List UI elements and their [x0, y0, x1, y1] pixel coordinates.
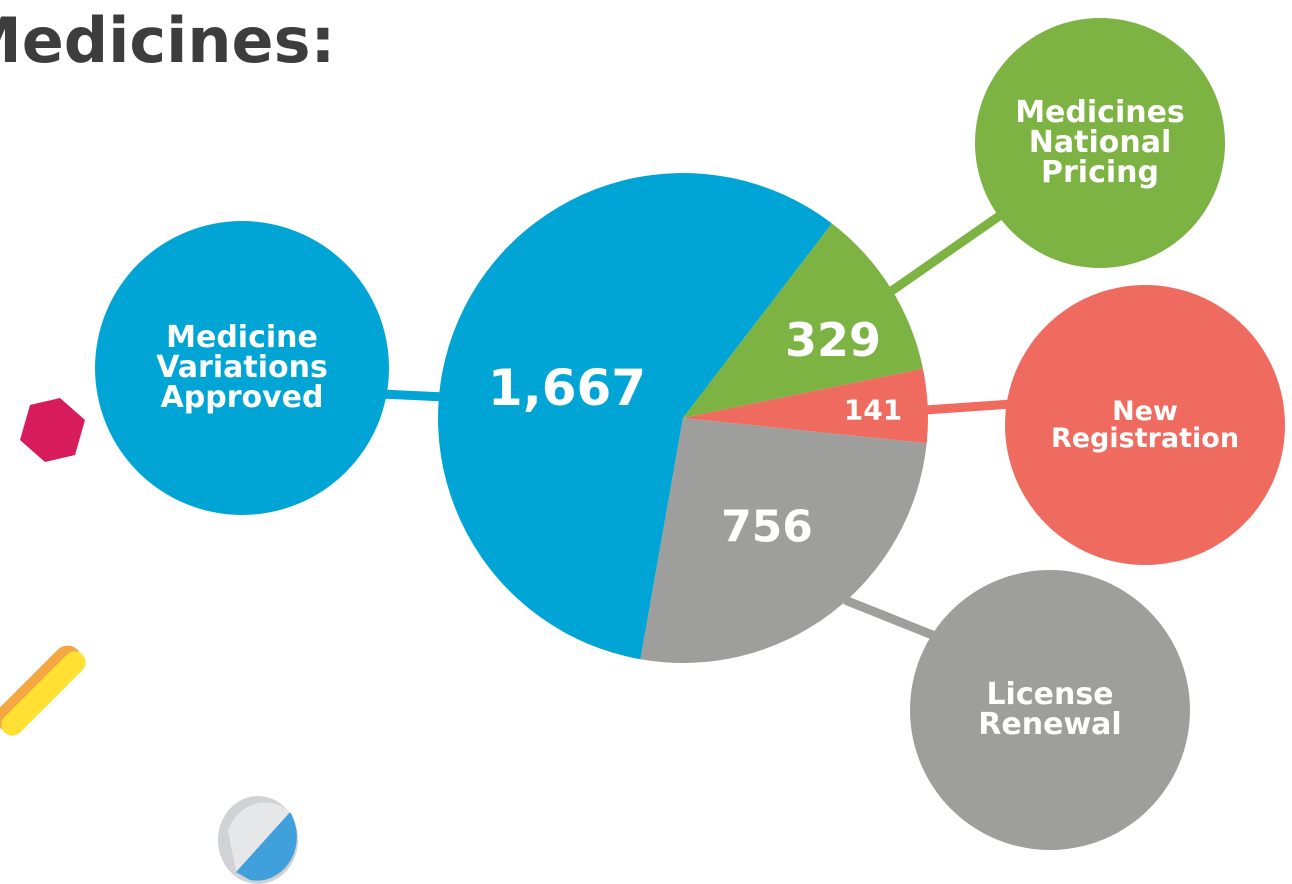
category-label: Medicines National Pricing [1015, 95, 1185, 190]
pie-slice [437, 173, 832, 660]
pill-decoration [0, 645, 86, 736]
value-label: 141 [843, 393, 903, 427]
pie [95, 18, 1285, 850]
chart-title: Medicines: [0, 4, 336, 77]
category-label: Medicine Variations Approved [156, 320, 328, 415]
category-label: New Registration [1050, 396, 1240, 454]
value-label: 1,667 [487, 359, 647, 417]
label-bubble [975, 18, 1225, 268]
pie-slice [683, 368, 928, 444]
label-bubble [910, 570, 1190, 850]
connector [843, 595, 942, 643]
label-bubble [95, 221, 389, 515]
label-bubble [1005, 285, 1285, 565]
value-label: 756 [721, 501, 813, 553]
pie-slice [640, 418, 927, 663]
hexagon-decoration [20, 398, 85, 462]
connector [379, 389, 446, 402]
tablet-decoration [218, 796, 298, 884]
connector [887, 208, 1008, 296]
category-label: License Renewal [978, 677, 1122, 742]
pie-slice [683, 223, 923, 418]
connector [924, 399, 1013, 415]
value-label: 329 [784, 313, 882, 367]
